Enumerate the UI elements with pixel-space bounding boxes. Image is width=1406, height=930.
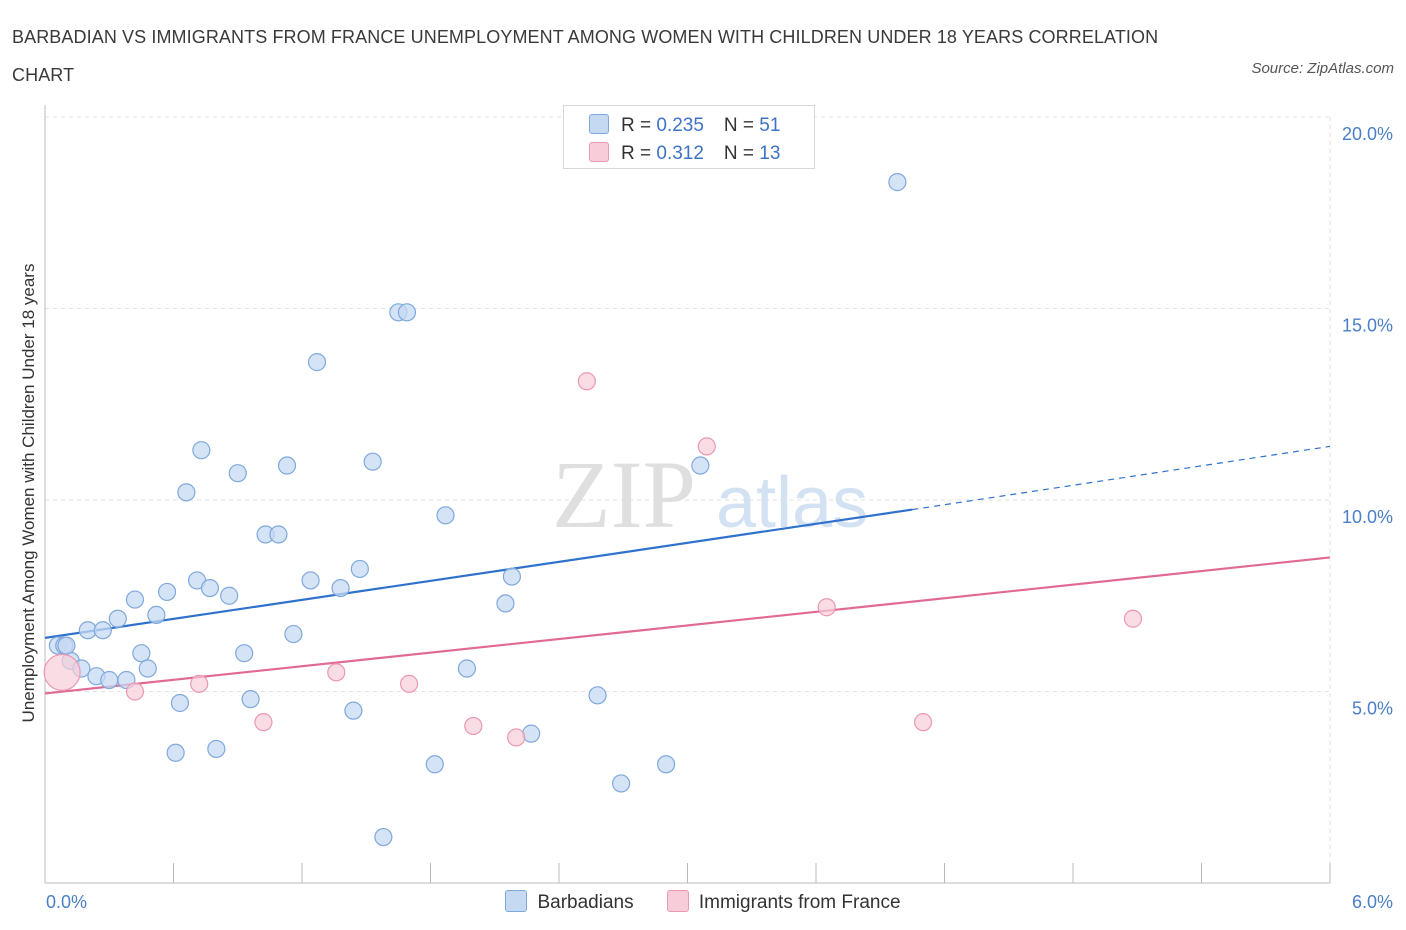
legend-swatch-blue <box>589 114 609 134</box>
point-france <box>507 728 526 747</box>
trend-lines <box>44 445 1331 695</box>
point-barbadians <box>170 693 190 713</box>
point-barbadians <box>457 659 477 678</box>
point-barbadians <box>522 724 541 743</box>
point-barbadians <box>344 701 363 720</box>
point-barbadians <box>192 441 211 460</box>
point-barbadians <box>350 559 369 579</box>
tick-labels: 5.0% 10.0% 15.0% 20.0% 0.0% 6.0% <box>46 124 1393 912</box>
point-barbadians <box>502 567 521 586</box>
point-barbadians <box>177 483 196 502</box>
point-barbadians <box>269 525 288 544</box>
source-credit: Source: ZipAtlas.com <box>1251 60 1394 77</box>
point-barbadians <box>888 173 907 192</box>
legend-bottom: Barbadians Immigrants from France <box>0 890 1406 914</box>
point-france <box>399 674 419 693</box>
data-points <box>43 173 1143 847</box>
y-tick-label: 5.0% <box>1352 699 1393 719</box>
point-barbadians <box>147 605 166 625</box>
point-france <box>697 437 716 456</box>
legend-row-france: R = 0.312 N = 13 <box>589 142 780 166</box>
y-tick-label: 15.0% <box>1342 316 1393 336</box>
point-barbadians <box>691 456 710 475</box>
watermark-atlas: atlas <box>716 463 868 543</box>
point-barbadians <box>57 636 76 655</box>
point-barbadians <box>235 644 254 663</box>
point-barbadians <box>228 464 247 483</box>
point-barbadians <box>331 578 350 598</box>
watermark-zip: ZIP <box>552 441 696 548</box>
point-barbadians <box>301 571 320 590</box>
point-barbadians <box>220 586 239 605</box>
point-barbadians <box>207 739 226 759</box>
axes <box>44 105 1331 884</box>
point-barbadians <box>132 644 151 663</box>
legend-top: R = 0.235 N = 51 R = 0.312 N = 13 <box>563 105 815 169</box>
y-tick-label: 20.0% <box>1342 124 1393 144</box>
legend-item-barbadians: Barbadians <box>505 890 634 914</box>
point-barbadians <box>397 303 417 322</box>
point-barbadians <box>363 452 382 471</box>
point-france <box>913 713 933 732</box>
watermark: ZIP atlas <box>552 441 868 548</box>
chart-title: BARBADIAN VS IMMIGRANTS FROM FRANCE UNEM… <box>12 27 1159 85</box>
point-france <box>817 598 836 617</box>
legend-item-france: Immigrants from France <box>666 890 901 914</box>
legend-swatch-pink <box>589 142 609 162</box>
point-barbadians <box>425 755 444 774</box>
point-barbadians <box>93 621 112 640</box>
point-barbadians <box>277 456 297 475</box>
point-barbadians <box>374 827 393 847</box>
point-barbadians <box>612 774 631 793</box>
point-barbadians <box>125 590 145 609</box>
trend-line-france <box>44 556 1331 695</box>
point-barbadians <box>656 755 676 774</box>
point-barbadians <box>588 686 607 705</box>
point-barbadians <box>307 353 327 372</box>
point-barbadians <box>284 624 303 644</box>
point-barbadians <box>241 690 260 709</box>
point-france <box>43 653 81 691</box>
point-barbadians <box>108 609 127 628</box>
point-barbadians <box>138 659 157 678</box>
x-tick-label: 0.0% <box>46 892 87 912</box>
legend-swatch-blue <box>505 890 528 912</box>
point-barbadians <box>200 578 220 598</box>
point-france <box>254 713 273 732</box>
point-france <box>190 674 209 693</box>
point-barbadians <box>496 594 515 613</box>
point-france <box>327 663 346 682</box>
trend-line-barbadians-extension <box>912 445 1331 511</box>
y-axis-title: Unemployment Among Women with Children U… <box>19 264 38 723</box>
point-france <box>464 716 483 736</box>
point-barbadians <box>100 670 119 690</box>
point-france <box>125 682 145 701</box>
x-tick-label: 6.0% <box>1352 892 1393 912</box>
y-tick-label: 10.0% <box>1342 507 1393 527</box>
point-barbadians <box>157 582 177 602</box>
trend-line-barbadians <box>44 508 913 639</box>
point-barbadians <box>436 506 455 525</box>
legend-swatch-pink <box>666 890 689 912</box>
point-france <box>1123 609 1143 628</box>
point-barbadians <box>166 743 185 762</box>
point-france <box>577 372 596 391</box>
legend-row-barbadians: R = 0.235 N = 51 <box>589 114 780 138</box>
